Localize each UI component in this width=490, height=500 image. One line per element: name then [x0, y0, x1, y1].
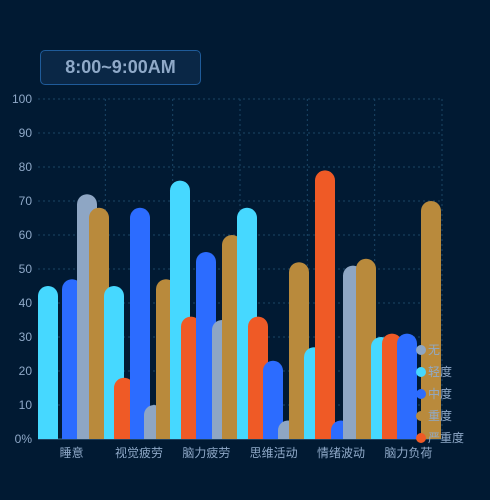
- legend-label: 轻度: [428, 364, 452, 379]
- legend-label: 重度: [428, 408, 452, 423]
- legend-swatch: [416, 411, 426, 421]
- time-range-label: 8:00~9:00AM: [65, 57, 176, 77]
- legend-swatch: [416, 367, 426, 377]
- bar: [130, 207, 150, 439]
- x-tick-label: 脑力疲劳: [182, 445, 230, 460]
- y-tick-label: 10: [19, 398, 33, 412]
- time-range-badge: 8:00~9:00AM: [40, 50, 201, 85]
- bar: [263, 360, 283, 439]
- bar: [315, 170, 335, 439]
- y-tick-label: 80: [19, 160, 33, 174]
- bar: [38, 286, 58, 439]
- bar: [114, 377, 134, 439]
- y-tick-label: 100: [12, 92, 32, 106]
- legend-swatch: [416, 433, 426, 443]
- x-tick-label: 视觉疲劳: [115, 445, 163, 460]
- y-tick-label: 20: [19, 364, 33, 378]
- x-tick-label: 睡意: [60, 445, 84, 460]
- y-tick-label: 60: [19, 228, 33, 242]
- legend-swatch: [416, 345, 426, 355]
- legend-label: 严重度: [428, 430, 464, 445]
- legend-label: 无: [428, 343, 440, 357]
- bar: [421, 201, 441, 439]
- legend-swatch: [416, 389, 426, 399]
- x-tick-label: 思维活动: [250, 446, 298, 460]
- y-tick-label: 40: [19, 296, 33, 310]
- y-tick-label: 50: [19, 262, 33, 276]
- x-tick-label: 脑力负荷: [384, 446, 432, 460]
- y-tick-label: 90: [19, 126, 33, 140]
- y-tick-label: 30: [19, 330, 33, 344]
- legend-label: 中度: [428, 386, 452, 401]
- chart-bars: [38, 170, 441, 439]
- bar: [196, 252, 216, 439]
- x-tick-label: 情绪波动: [317, 446, 365, 460]
- bar: [397, 333, 417, 439]
- chart-axes: 0% 10 20 30 40 50 60 70 80 90 100 睡意 视觉疲劳 脑力疲劳 思维活动 情绪波…: [12, 92, 448, 460]
- y-tick-label: 0%: [15, 432, 33, 446]
- y-tick-label: 70: [19, 194, 33, 208]
